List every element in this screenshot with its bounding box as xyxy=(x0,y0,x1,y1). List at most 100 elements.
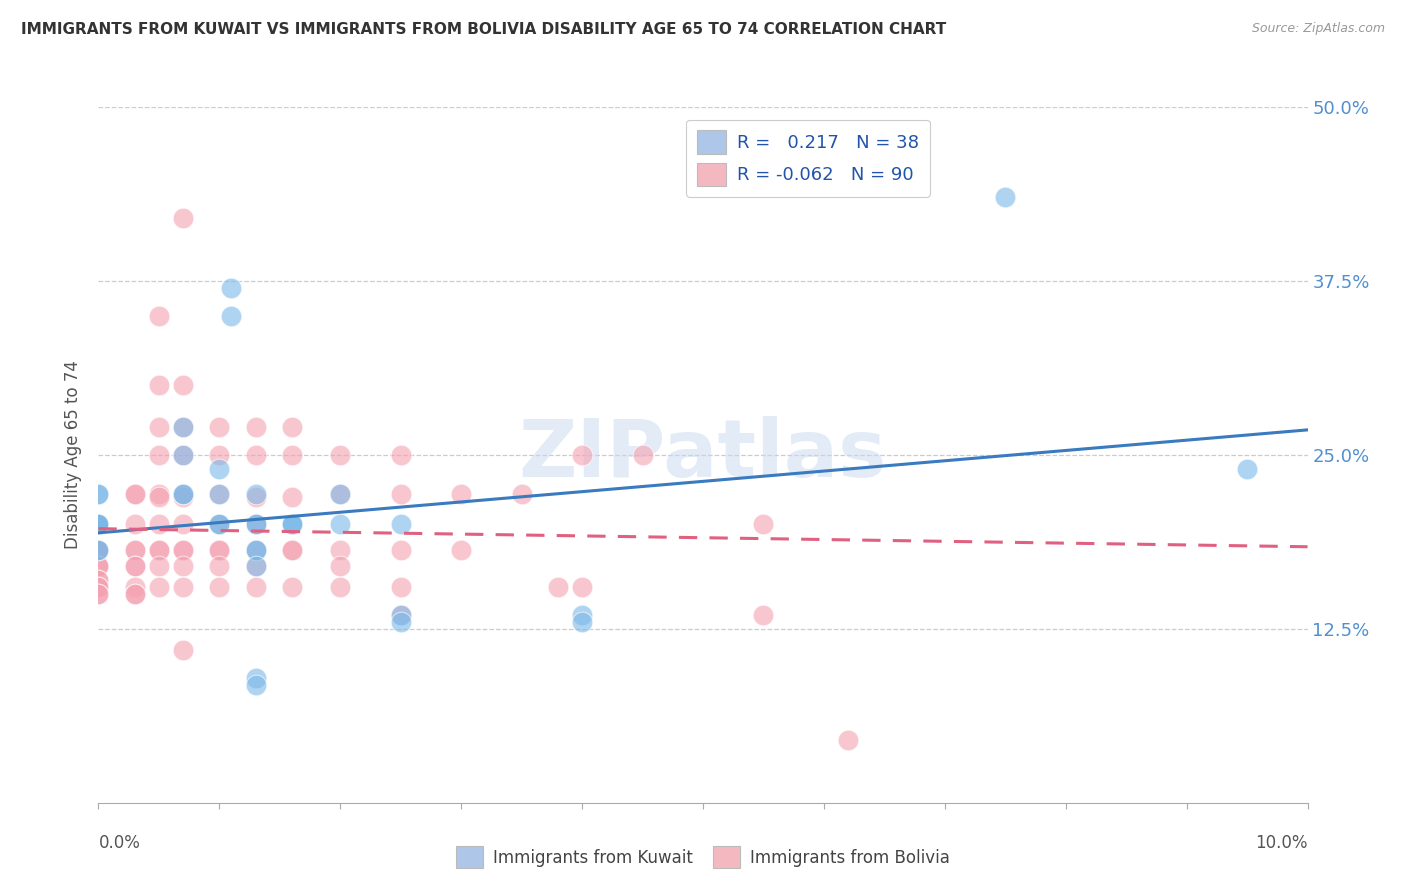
Text: Source: ZipAtlas.com: Source: ZipAtlas.com xyxy=(1251,22,1385,36)
Point xyxy=(172,580,194,594)
Point xyxy=(124,542,146,557)
Point xyxy=(172,211,194,226)
Point xyxy=(148,542,170,557)
Text: 0.0%: 0.0% xyxy=(98,834,141,852)
Point xyxy=(148,378,170,392)
Point xyxy=(87,487,110,501)
Point xyxy=(172,542,194,557)
Point xyxy=(389,517,412,532)
Point xyxy=(208,517,231,532)
Point xyxy=(389,607,412,622)
Point xyxy=(148,542,170,557)
Point xyxy=(208,487,231,501)
Point xyxy=(87,542,110,557)
Point xyxy=(172,517,194,532)
Point xyxy=(245,542,267,557)
Point xyxy=(245,517,267,532)
Point xyxy=(87,573,110,587)
Point xyxy=(172,642,194,657)
Point xyxy=(148,559,170,574)
Point xyxy=(389,487,412,501)
Point xyxy=(281,542,304,557)
Point xyxy=(124,517,146,532)
Point xyxy=(571,448,593,462)
Point xyxy=(87,559,110,574)
Point xyxy=(450,542,472,557)
Point xyxy=(281,517,304,532)
Point xyxy=(245,420,267,434)
Point xyxy=(329,487,352,501)
Point xyxy=(87,517,110,532)
Point xyxy=(245,487,267,501)
Point xyxy=(172,420,194,434)
Point xyxy=(87,580,110,594)
Point xyxy=(281,542,304,557)
Point xyxy=(245,580,267,594)
Point xyxy=(148,448,170,462)
Point xyxy=(87,587,110,601)
Point xyxy=(87,517,110,532)
Point xyxy=(124,542,146,557)
Point xyxy=(87,559,110,574)
Point xyxy=(87,559,110,574)
Point xyxy=(752,607,775,622)
Point xyxy=(245,517,267,532)
Point xyxy=(571,615,593,629)
Point xyxy=(87,573,110,587)
Point xyxy=(221,309,243,323)
Point xyxy=(87,542,110,557)
Point xyxy=(245,542,267,557)
Point xyxy=(208,462,231,476)
Point xyxy=(329,517,352,532)
Point xyxy=(148,490,170,504)
Point xyxy=(208,420,231,434)
Point xyxy=(245,542,267,557)
Point xyxy=(87,487,110,501)
Point xyxy=(571,607,593,622)
Point xyxy=(281,490,304,504)
Point xyxy=(148,309,170,323)
Point xyxy=(172,542,194,557)
Point xyxy=(245,671,267,685)
Point xyxy=(87,517,110,532)
Point xyxy=(172,490,194,504)
Point xyxy=(208,487,231,501)
Point xyxy=(172,559,194,574)
Point xyxy=(87,587,110,601)
Point xyxy=(87,542,110,557)
Point xyxy=(87,517,110,532)
Point xyxy=(148,580,170,594)
Point xyxy=(547,580,569,594)
Point xyxy=(87,542,110,557)
Point xyxy=(172,420,194,434)
Point xyxy=(148,487,170,501)
Point xyxy=(124,487,146,501)
Point xyxy=(208,542,231,557)
Point xyxy=(172,448,194,462)
Point xyxy=(245,490,267,504)
Point xyxy=(172,487,194,501)
Point xyxy=(87,517,110,532)
Point xyxy=(208,448,231,462)
Text: 10.0%: 10.0% xyxy=(1256,834,1308,852)
Point xyxy=(87,517,110,532)
Point xyxy=(148,420,170,434)
Point xyxy=(245,448,267,462)
Point xyxy=(172,487,194,501)
Point xyxy=(389,542,412,557)
Point xyxy=(208,542,231,557)
Legend: Immigrants from Kuwait, Immigrants from Bolivia: Immigrants from Kuwait, Immigrants from … xyxy=(450,839,956,874)
Point xyxy=(329,542,352,557)
Point xyxy=(329,448,352,462)
Point xyxy=(172,378,194,392)
Point xyxy=(389,615,412,629)
Text: IMMIGRANTS FROM KUWAIT VS IMMIGRANTS FROM BOLIVIA DISABILITY AGE 65 TO 74 CORREL: IMMIGRANTS FROM KUWAIT VS IMMIGRANTS FRO… xyxy=(21,22,946,37)
Point xyxy=(281,517,304,532)
Point xyxy=(837,733,859,747)
Point xyxy=(172,487,194,501)
Point xyxy=(124,559,146,574)
Point xyxy=(124,587,146,601)
Y-axis label: Disability Age 65 to 74: Disability Age 65 to 74 xyxy=(65,360,83,549)
Point xyxy=(245,517,267,532)
Point xyxy=(571,580,593,594)
